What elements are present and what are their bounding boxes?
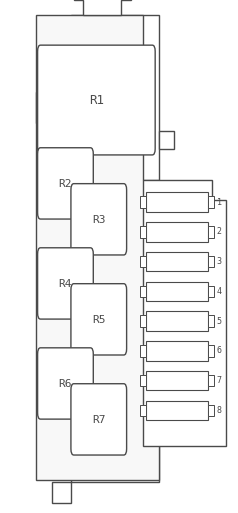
Polygon shape [36, 15, 159, 503]
Bar [208, 375, 214, 386]
Bar [140, 196, 146, 208]
Bar [146, 252, 208, 271]
Bar [146, 371, 208, 390]
Text: R6: R6 [59, 379, 72, 389]
Polygon shape [143, 180, 226, 446]
FancyBboxPatch shape [38, 248, 93, 319]
Text: R4: R4 [59, 279, 72, 289]
Bar [140, 405, 146, 416]
Bar [208, 315, 214, 327]
Text: 8: 8 [217, 406, 222, 415]
Text: R2: R2 [59, 179, 72, 189]
Bar [140, 345, 146, 357]
Bar [208, 345, 214, 357]
Bar [140, 286, 146, 297]
FancyBboxPatch shape [71, 184, 127, 255]
Text: 2: 2 [217, 227, 222, 236]
Text: 4: 4 [217, 287, 222, 296]
Bar [140, 315, 146, 327]
FancyBboxPatch shape [71, 284, 127, 355]
Bar [146, 341, 208, 361]
Bar [140, 226, 146, 238]
Bar [146, 311, 208, 331]
Bar [146, 282, 208, 301]
Text: R7: R7 [92, 415, 105, 425]
Bar [146, 192, 208, 212]
FancyBboxPatch shape [38, 348, 93, 419]
Bar [208, 405, 214, 416]
Polygon shape [36, 15, 159, 480]
FancyBboxPatch shape [71, 384, 127, 455]
Text: 6: 6 [217, 346, 222, 356]
Bar [208, 226, 214, 238]
Bar [140, 256, 146, 267]
Bar [208, 256, 214, 267]
Bar [208, 286, 214, 297]
Text: 1: 1 [217, 198, 222, 207]
FancyBboxPatch shape [38, 148, 93, 219]
Text: 5: 5 [217, 317, 222, 326]
Text: 3: 3 [217, 257, 222, 266]
Bar [146, 222, 208, 242]
Text: R3: R3 [92, 214, 105, 225]
Polygon shape [74, 0, 131, 15]
Text: R1: R1 [89, 93, 104, 107]
Bar [208, 196, 214, 208]
Polygon shape [159, 131, 174, 149]
Text: 7: 7 [217, 376, 222, 385]
Bar [146, 401, 208, 420]
Text: R5: R5 [92, 314, 105, 325]
FancyBboxPatch shape [38, 45, 155, 155]
Bar [140, 375, 146, 386]
